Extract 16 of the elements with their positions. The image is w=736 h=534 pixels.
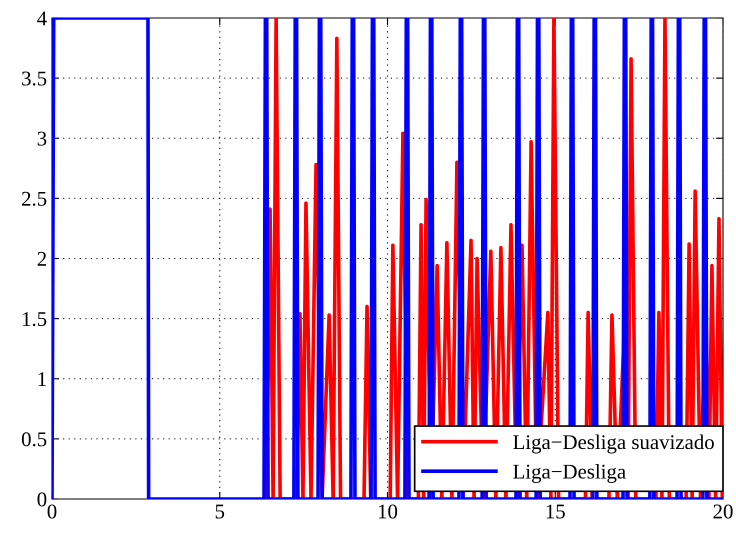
x-tick-label: 5 [216,504,224,519]
legend-label: Liga−Desliga [513,464,626,483]
x-tick-label: 20 [714,504,733,519]
y-tick-label: 0.5 [22,432,46,446]
x-tick-label: 0 [48,504,56,519]
y-tick-label: 4 [37,12,47,26]
y-tick-label: 3.5 [22,72,46,86]
y-tick-label: 2 [38,252,46,266]
y-tick-label: 0 [38,492,46,506]
y-tick-label: 2.5 [22,192,46,206]
y-tick-label: 3 [38,132,46,146]
x-tick-label: 15 [546,504,565,519]
y-tick-label: 1.5 [22,312,46,326]
y-tick-label: 1 [38,372,46,386]
legend-label: Liga−Desliga suavizado [513,434,714,454]
x-tick-label: 10 [378,504,398,519]
